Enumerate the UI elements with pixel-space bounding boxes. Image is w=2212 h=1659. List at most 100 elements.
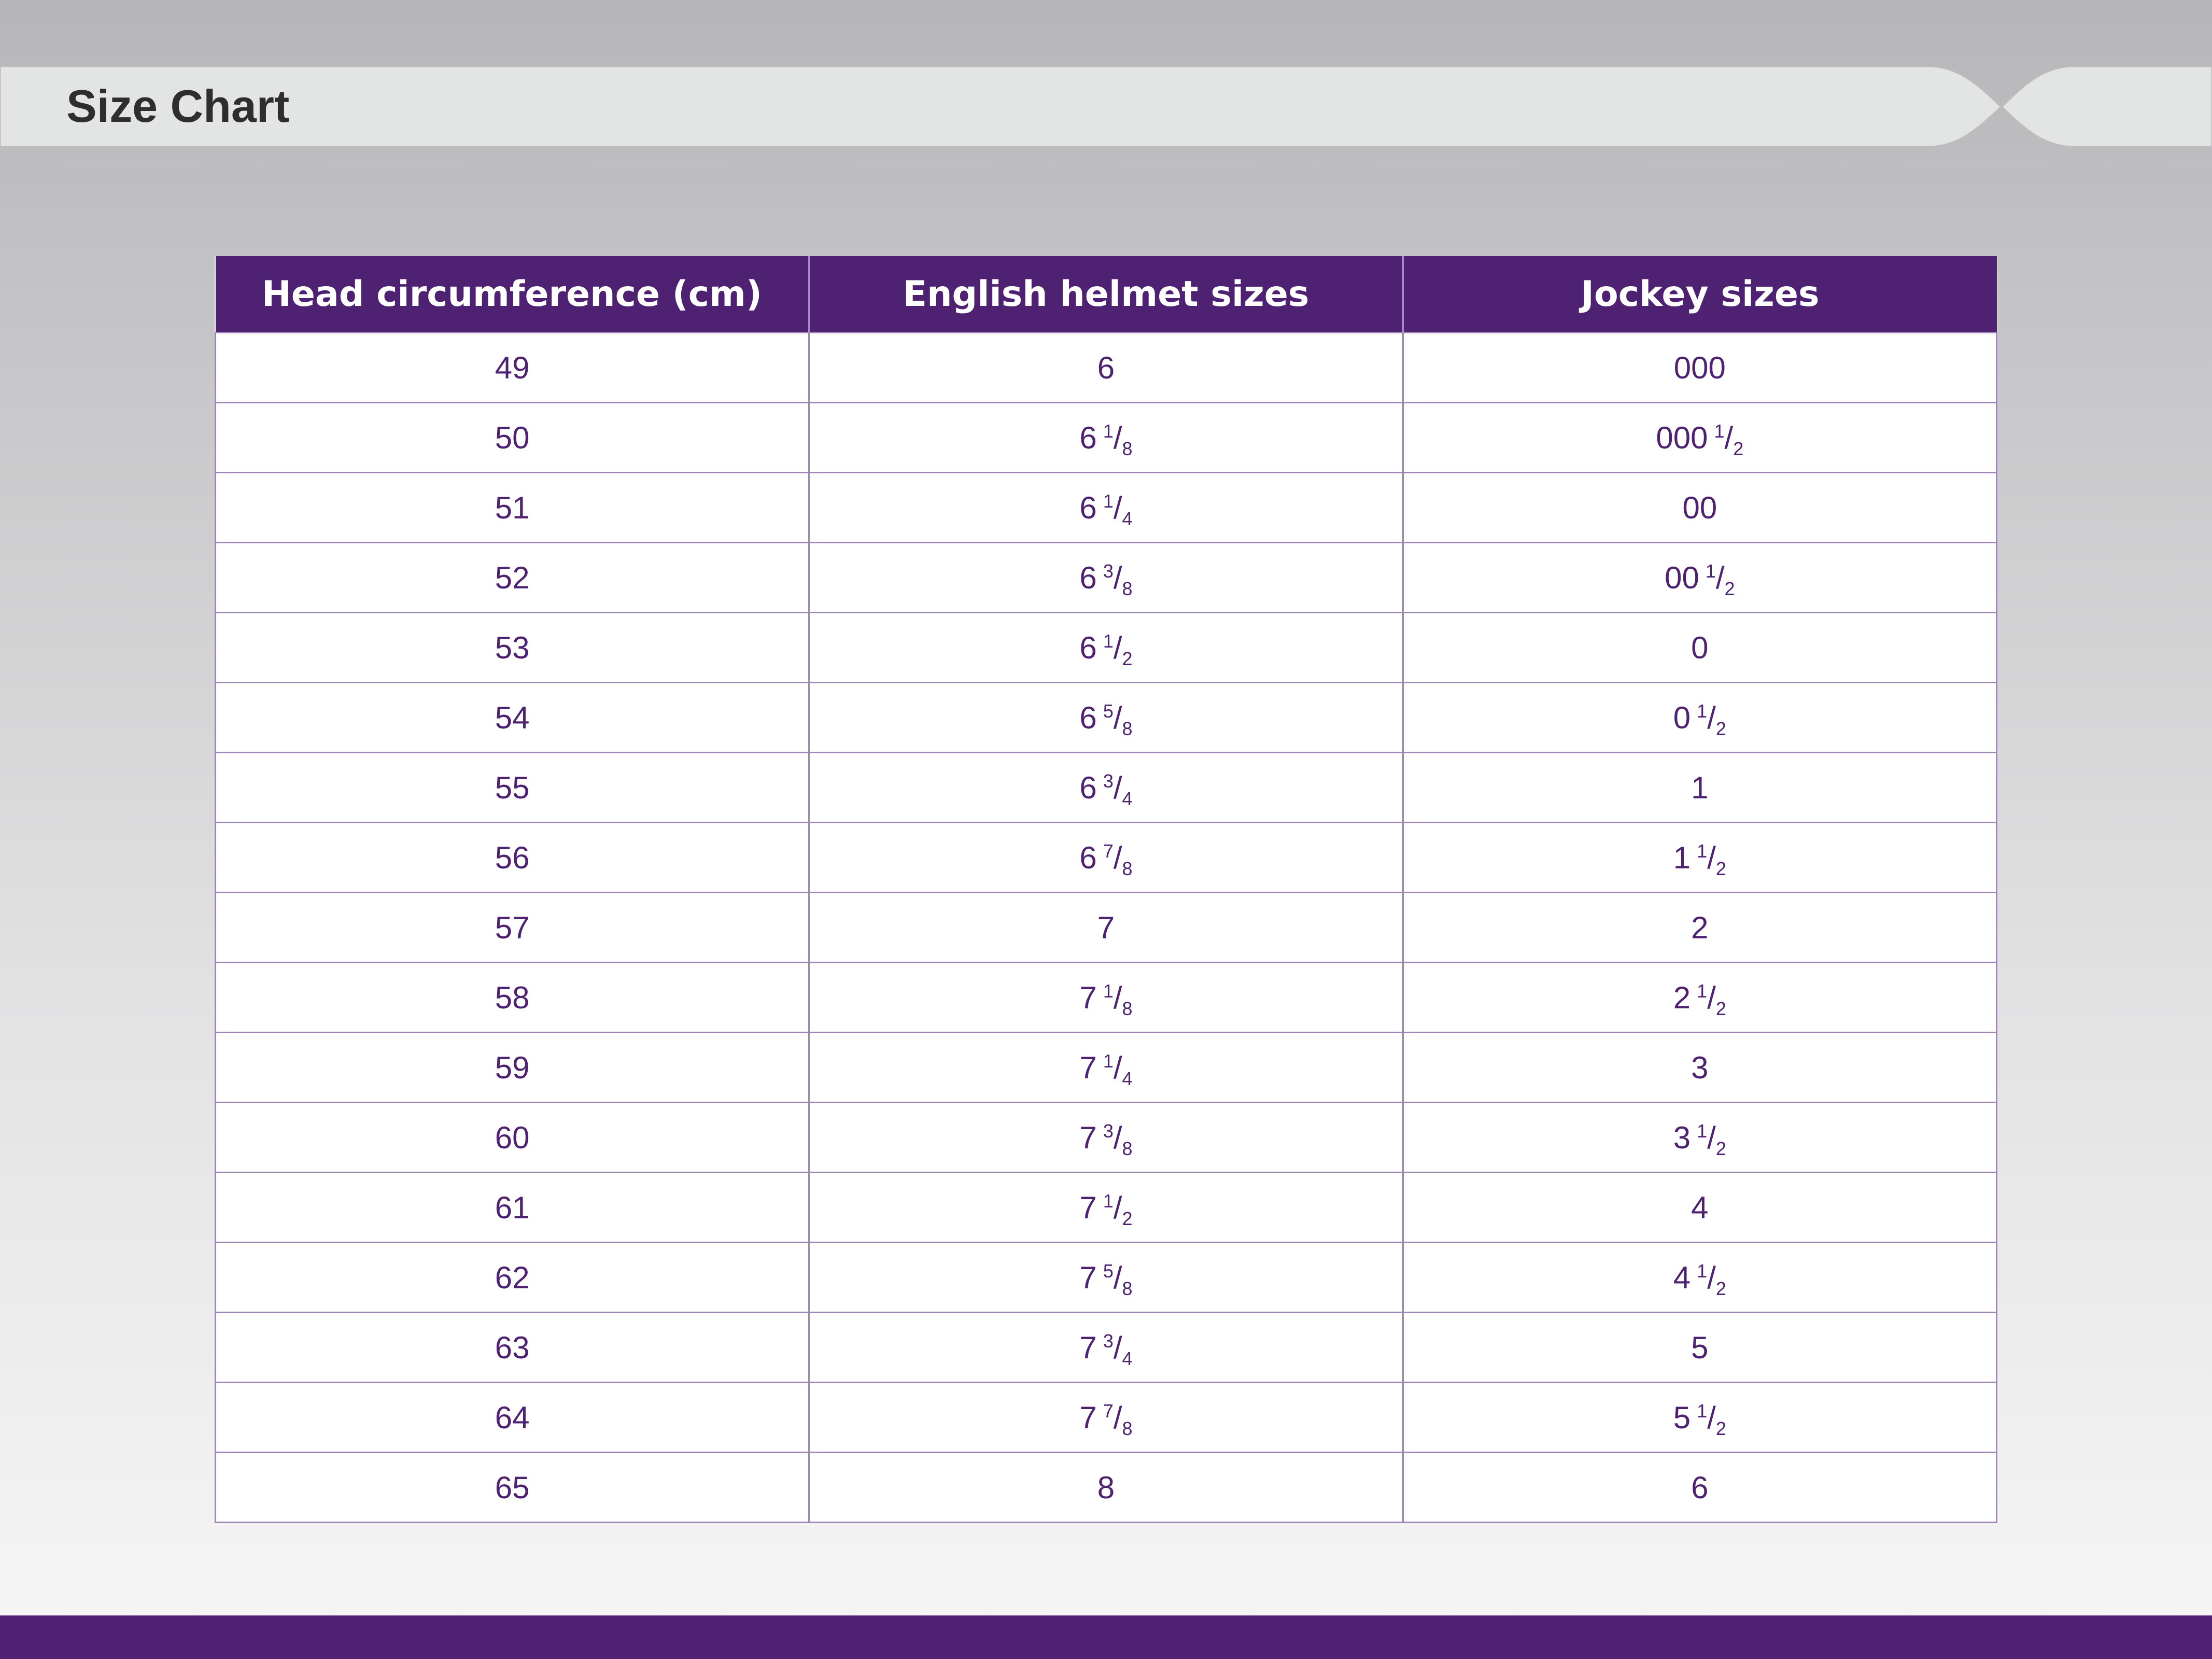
cell-english-size-numerator: 3	[1103, 560, 1114, 582]
cell-head-circumference: 52	[214, 542, 810, 613]
cell-jockey-size-numerator: 1	[1697, 840, 1708, 862]
size-chart-table: Head circumference (cm) English helmet s…	[214, 256, 1998, 1523]
header-head-circumference: Head circumference (cm)	[215, 256, 810, 333]
cell-english-size-whole: 7	[1079, 1260, 1097, 1295]
cell-head-circumference: 59	[214, 1032, 810, 1103]
cell-english-size-numerator: 7	[1103, 1400, 1114, 1422]
table-row: 61 7 1/2 4	[214, 1172, 1998, 1243]
cell-english-size-fraction: 1/2	[1103, 630, 1133, 669]
cell-english-size-denominator: 8	[1122, 997, 1133, 1019]
header-english-helmet-sizes: English helmet sizes	[809, 256, 1404, 333]
cell-jockey-size-whole: 000	[1656, 420, 1708, 455]
cell-english-size: 7 1/8	[808, 962, 1404, 1033]
cell-jockey-size: 3 1/2	[1402, 1102, 1998, 1173]
cell-jockey-size-numerator: 1	[1714, 420, 1725, 442]
cell-english-size: 8	[808, 1452, 1404, 1523]
cell-jockey-size: 2 1/2	[1402, 962, 1998, 1033]
cell-english-size: 6	[808, 332, 1404, 403]
cell-english-size: 6 3/4	[808, 752, 1404, 823]
cell-head-circumference: 51	[214, 472, 810, 543]
cell-english-size-whole: 6	[1079, 700, 1097, 735]
cell-jockey-size-whole: 00	[1665, 560, 1699, 595]
cell-jockey-size: 1 1/2	[1402, 822, 1998, 893]
cell-english-size-fraction: 1/4	[1103, 490, 1133, 529]
cell-english-size-fraction: 3/4	[1103, 1330, 1133, 1369]
cell-english-size: 6 1/2	[808, 612, 1404, 683]
table-row: 50 6 1/8 000 1/2	[214, 402, 1998, 473]
cell-english-size-whole: 7	[1079, 980, 1097, 1015]
cell-head-circumference: 61	[214, 1172, 810, 1243]
cell-english-size-whole: 6	[1079, 630, 1097, 665]
cell-jockey-size-fraction: 1/2	[1697, 1400, 1726, 1439]
cell-head-circumference: 49	[214, 332, 810, 403]
cell-english-size-fraction: 3/4	[1103, 770, 1133, 809]
cell-english-size-fraction: 7/8	[1103, 840, 1133, 879]
cell-jockey-size-denominator: 2	[1715, 1277, 1726, 1299]
cell-english-size-numerator: 7	[1103, 840, 1114, 862]
cell-english-size-whole: 6	[1079, 840, 1097, 875]
table-row: 62 7 5/8 4 1/2	[214, 1242, 1998, 1313]
cell-english-size-denominator: 8	[1122, 718, 1133, 739]
cell-head-circumference: 50	[214, 402, 810, 473]
cell-english-size-denominator: 4	[1122, 1067, 1133, 1089]
cell-jockey-size-fraction: 1/2	[1697, 700, 1726, 739]
cell-jockey-size-numerator: 1	[1697, 700, 1708, 722]
cell-english-size: 6 3/8	[808, 542, 1404, 613]
title-banner-shape	[0, 66, 2212, 147]
cell-english-size-whole: 8	[1097, 1470, 1115, 1505]
cell-jockey-size-whole: 000	[1673, 350, 1726, 385]
table-row: 55 6 3/4 1	[214, 752, 1998, 823]
cell-jockey-size-whole: 2	[1673, 980, 1691, 1015]
footer-bar	[0, 1615, 2212, 1659]
title-banner	[0, 66, 2212, 147]
cell-head-circumference: 56	[214, 822, 810, 893]
cell-jockey-size-fraction: 1/2	[1697, 980, 1726, 1019]
cell-jockey-size-whole: 4	[1673, 1260, 1691, 1295]
cell-english-size-denominator: 8	[1122, 1137, 1133, 1159]
cell-english-size-numerator: 1	[1103, 1190, 1114, 1212]
cell-jockey-size-denominator: 2	[1715, 857, 1726, 879]
cell-english-size: 7 5/8	[808, 1242, 1404, 1313]
cell-english-size-numerator: 1	[1103, 1050, 1114, 1072]
cell-jockey-size: 4 1/2	[1402, 1242, 1998, 1313]
cell-jockey-size-whole: 5	[1673, 1400, 1691, 1435]
cell-jockey-size: 4	[1402, 1172, 1998, 1243]
cell-english-size-numerator: 1	[1103, 630, 1114, 652]
cell-jockey-size: 0	[1402, 612, 1998, 683]
cell-jockey-size-whole: 0	[1691, 630, 1709, 665]
table-row: 56 6 7/8 1 1/2	[214, 822, 1998, 893]
cell-english-size: 6 1/4	[808, 472, 1404, 543]
cell-head-circumference: 53	[214, 612, 810, 683]
cell-jockey-size-fraction: 1/2	[1697, 1260, 1726, 1299]
cell-head-circumference: 65	[214, 1452, 810, 1523]
cell-jockey-size: 2	[1402, 892, 1998, 963]
cell-english-size-numerator: 3	[1103, 770, 1114, 792]
cell-english-size-whole: 6	[1079, 560, 1097, 595]
cell-english-size: 7 1/2	[808, 1172, 1404, 1243]
cell-jockey-size-fraction: 1/2	[1697, 1120, 1726, 1159]
table-row: 57 7 2	[214, 892, 1998, 963]
cell-english-size-whole: 6	[1079, 420, 1097, 455]
cell-english-size-fraction: 1/8	[1103, 420, 1133, 459]
cell-jockey-size-whole: 2	[1691, 910, 1709, 945]
table-row: 59 7 1/4 3	[214, 1032, 1998, 1103]
cell-jockey-size-fraction: 1/2	[1714, 420, 1744, 459]
cell-jockey-size-fraction: 1/2	[1705, 560, 1735, 599]
cell-jockey-size-denominator: 2	[1715, 1417, 1726, 1439]
cell-jockey-size-denominator: 2	[1733, 438, 1744, 459]
cell-english-size-numerator: 3	[1103, 1120, 1114, 1142]
cell-english-size-denominator: 4	[1122, 788, 1133, 809]
cell-english-size-numerator: 5	[1103, 700, 1114, 722]
cell-jockey-size-numerator: 1	[1697, 1260, 1708, 1282]
cell-english-size: 6 1/8	[808, 402, 1404, 473]
cell-english-size-denominator: 8	[1122, 1277, 1133, 1299]
cell-english-size: 6 7/8	[808, 822, 1404, 893]
cell-jockey-size: 5 1/2	[1402, 1382, 1998, 1453]
cell-jockey-size: 0 1/2	[1402, 682, 1998, 753]
cell-jockey-size-denominator: 2	[1715, 997, 1726, 1019]
cell-english-size-denominator: 8	[1122, 438, 1133, 459]
size-chart-table-container: Head circumference (cm) English helmet s…	[214, 256, 1998, 1523]
cell-english-size-fraction: 1/8	[1103, 980, 1133, 1019]
table-row: 64 7 7/8 5 1/2	[214, 1382, 1998, 1453]
cell-jockey-size-whole: 00	[1682, 490, 1717, 525]
